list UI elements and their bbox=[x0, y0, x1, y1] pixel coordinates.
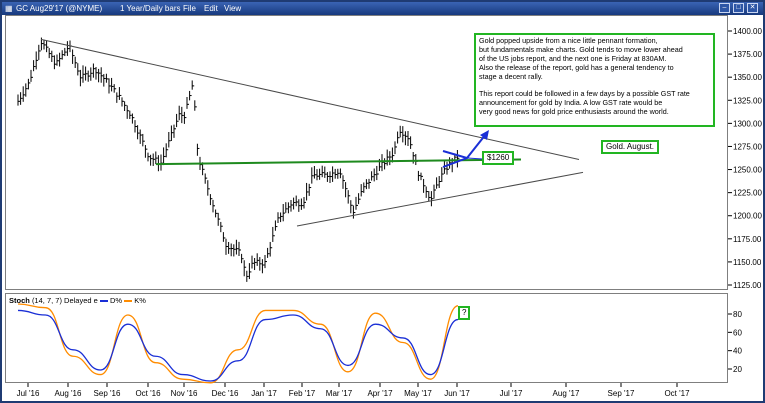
timeframe-label[interactable]: 1 Year/Daily bars bbox=[120, 4, 181, 13]
note-line: Gold popped upside from a nice little pe… bbox=[479, 36, 658, 45]
breakout-arrow-shaft bbox=[466, 133, 487, 159]
symbol-label[interactable]: GC Aug29'17 (@NYME) bbox=[16, 4, 103, 13]
app-icon: ▦ bbox=[5, 4, 13, 13]
note-line: very good news for gold price enthusiast… bbox=[479, 107, 669, 117]
title-bar[interactable]: ▦ GC Aug29'17 (@NYME) 1 Year/Daily bars … bbox=[2, 2, 763, 15]
price-label: $1260 bbox=[482, 151, 515, 165]
note-line: announcement for gold by India. A low GS… bbox=[479, 98, 663, 108]
breakout-arrow-head bbox=[480, 130, 489, 140]
upper-trendline bbox=[40, 38, 580, 160]
note-line: but fundamentals make charts. Gold tends… bbox=[479, 44, 683, 54]
stoch-legend-name: Stoch bbox=[9, 296, 30, 305]
stoch-panel bbox=[5, 293, 728, 384]
stoch-legend-d: D% bbox=[110, 296, 123, 305]
menu-file[interactable]: File bbox=[183, 4, 196, 13]
menu-view[interactable]: View bbox=[224, 4, 242, 13]
horizontal-level-line bbox=[155, 158, 522, 166]
stoch-legend-k: K% bbox=[134, 296, 146, 305]
commentary-note: Gold popped upside from a nice little pe… bbox=[474, 33, 715, 127]
d-swatch bbox=[99, 300, 108, 303]
maximize-button[interactable]: □ bbox=[733, 3, 744, 13]
stochastic-chart bbox=[17, 303, 459, 384]
note-line: of the US jobs report, and the next one … bbox=[479, 53, 667, 63]
note-line: Also the release of the report, gold has… bbox=[479, 62, 674, 72]
question-mark-label: ? bbox=[458, 306, 471, 320]
price-chart bbox=[17, 37, 584, 282]
close-button[interactable]: ✕ bbox=[747, 3, 758, 13]
stoch-d-line bbox=[17, 309, 459, 382]
stoch-legend: Stoch (14, 7, 7) Delayed e D% K% bbox=[9, 296, 146, 305]
instrument-label: Gold. August. bbox=[601, 140, 660, 154]
stoch-k-line bbox=[17, 303, 459, 384]
stoch-legend-params: (14, 7, 7) Delayed e bbox=[31, 296, 98, 305]
price-label-connector bbox=[466, 157, 484, 160]
note-line: stage a decent rally. bbox=[479, 71, 543, 81]
lower-trendline bbox=[296, 171, 584, 227]
minimize-button[interactable]: – bbox=[719, 3, 730, 13]
k-swatch bbox=[124, 300, 133, 303]
note-line: This report could be followed in a few d… bbox=[479, 89, 690, 99]
menu-edit[interactable]: Edit bbox=[204, 4, 218, 13]
